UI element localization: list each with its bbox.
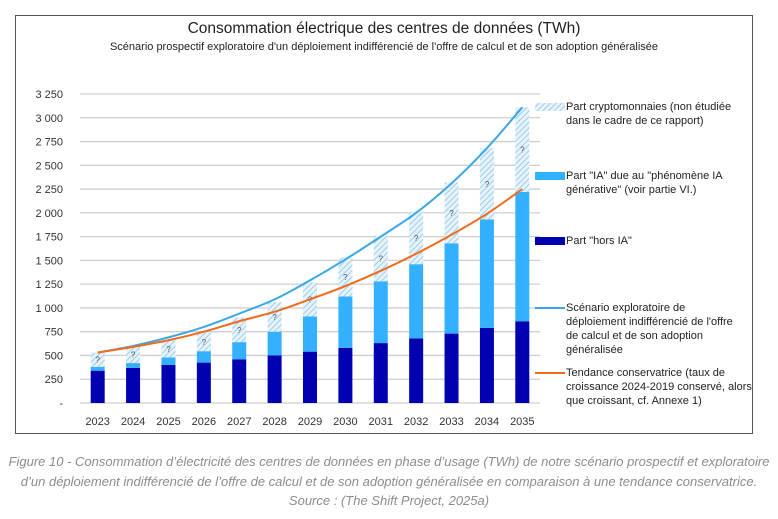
bar-ia <box>232 342 247 360</box>
y-tick-label: 750 <box>45 327 63 339</box>
bar-hors-ia <box>373 343 388 403</box>
bar-ia <box>90 366 105 371</box>
y-tick-label: 2 000 <box>35 208 63 220</box>
bar-hors-ia <box>338 347 353 403</box>
y-tick-label: 1 500 <box>35 255 63 267</box>
bar-ia <box>409 264 424 339</box>
crypto-question-label: ? <box>343 273 348 282</box>
x-tick-label: 2035 <box>510 416 534 428</box>
bar-ia <box>126 363 141 368</box>
bar-ia <box>196 351 211 363</box>
y-tick-label: 1 250 <box>35 279 63 291</box>
x-tick-label: 2025 <box>156 416 180 428</box>
bar-ia <box>338 296 353 348</box>
bar-ia <box>373 281 388 344</box>
x-tick-label: 2033 <box>439 416 463 428</box>
bar-hors-ia <box>126 367 141 403</box>
chart-subtitle: Scénario prospectif exploratoire d'un dé… <box>109 41 659 53</box>
legend-swatch-tendance <box>535 372 565 374</box>
crypto-question-label: ? <box>166 345 171 354</box>
x-tick-label: 2030 <box>333 416 357 428</box>
y-tick-label: 1 750 <box>35 232 63 244</box>
y-tick-label: 2 500 <box>35 160 63 172</box>
crypto-question-label: ? <box>379 254 384 263</box>
x-tick-label: 2034 <box>475 416 499 428</box>
bar-ia <box>444 243 459 334</box>
bar-hors-ia <box>161 364 176 403</box>
bar-crypto <box>90 352 105 367</box>
legend-label-crypto: Part cryptomonnaies (non étudiée dans le… <box>566 101 732 127</box>
crypto-question-label: ? <box>414 234 419 243</box>
x-tick-label: 2027 <box>227 416 251 428</box>
bar-ia <box>161 357 176 365</box>
bar-ia <box>515 191 530 322</box>
bar-ia <box>479 219 494 328</box>
bar-crypto <box>479 148 494 220</box>
legend-label-ia: Part "IA" due au "phénomène IA générativ… <box>566 170 723 196</box>
crypto-question-label: ? <box>272 313 277 322</box>
bar-ia <box>303 316 317 352</box>
legend-label-hors-ia: Part "hors IA" <box>566 235 632 247</box>
crypto-question-label: ? <box>237 326 242 335</box>
legend-label-tendance: Tendance conservatrice (taux de croissan… <box>566 367 752 407</box>
y-tick-label: 1 000 <box>35 303 63 315</box>
x-tick-label: 2029 <box>298 416 322 428</box>
y-tick-label: 3 000 <box>35 113 63 125</box>
bar-hors-ia <box>267 355 282 403</box>
bar-hors-ia <box>196 362 211 403</box>
y-tick-label: 3 250 <box>35 89 63 101</box>
bar-hors-ia <box>444 333 459 403</box>
bar-hors-ia <box>90 370 105 403</box>
crypto-question-label: ? <box>131 351 136 360</box>
y-tick-label: 2 750 <box>35 137 63 149</box>
bar-hors-ia <box>515 321 530 403</box>
x-tick-label: 2032 <box>404 416 428 428</box>
line-scenario-exploratoire <box>97 106 524 354</box>
bar-crypto <box>161 340 176 358</box>
bar-hors-ia <box>303 351 317 403</box>
bar-crypto <box>126 345 141 364</box>
crypto-question-label: ? <box>202 338 207 347</box>
bar-crypto <box>515 107 530 192</box>
crypto-question-label: ? <box>449 209 454 218</box>
x-tick-label: 2031 <box>369 416 393 428</box>
chart-title: Consommation électrique des centres de d… <box>187 20 581 37</box>
bar-ia <box>267 331 282 356</box>
bar-hors-ia <box>479 327 494 403</box>
line-tendance-conservatrice <box>97 188 523 354</box>
y-tick-label: 250 <box>45 374 63 386</box>
bar-hors-ia <box>409 338 424 403</box>
x-tick-label: 2028 <box>262 416 286 428</box>
legend-swatch-crypto <box>535 103 565 111</box>
y-tick-label: 2 250 <box>35 184 63 196</box>
x-tick-label: 2026 <box>192 416 216 428</box>
crypto-question-label: ? <box>485 180 490 189</box>
legend-swatch-ia <box>535 172 565 180</box>
x-tick-label: 2024 <box>121 416 145 428</box>
legend-swatch-scenario <box>535 307 565 309</box>
crypto-question-label: ? <box>520 146 525 155</box>
crypto-question-label: ? <box>95 356 100 365</box>
bar-crypto <box>444 182 459 244</box>
figure-caption: Figure 10 - Consommation d’électricité d… <box>8 454 770 508</box>
bar-crypto <box>196 332 211 352</box>
bar-hors-ia <box>232 359 247 403</box>
y-tick-label: 500 <box>45 350 63 362</box>
y-tick-label: - <box>59 398 63 410</box>
legend-swatch-hors-ia <box>535 237 565 245</box>
x-tick-label: 2023 <box>85 416 109 428</box>
legend-label-scenario: Scénario exploratoire de déploiement ind… <box>566 302 733 356</box>
bar-crypto <box>232 317 247 343</box>
